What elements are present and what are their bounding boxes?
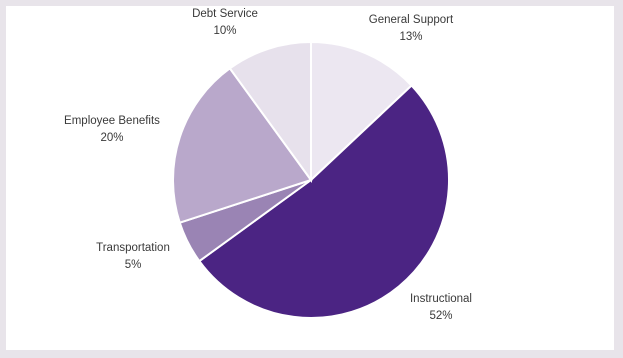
slice-value-instructional: 52% bbox=[429, 310, 452, 322]
slice-value-debt-service: 10% bbox=[213, 25, 236, 37]
pie-slice-instructional bbox=[197, 84, 451, 319]
slice-value-transportation: 5% bbox=[125, 259, 142, 271]
pie-slice-general-support bbox=[310, 40, 414, 183]
slice-label-transportation: Transportation bbox=[96, 242, 170, 254]
slice-label-debt-service: Debt Service bbox=[192, 8, 258, 20]
slice-label-employee-benefits: Employee Benefits bbox=[64, 115, 160, 127]
slice-value-employee-benefits: 20% bbox=[100, 132, 123, 144]
pie-slices bbox=[172, 40, 451, 319]
slice-label-general-support: General Support bbox=[369, 14, 454, 26]
slice-label-instructional: Instructional bbox=[410, 293, 472, 305]
pie-slice-debt-service bbox=[228, 40, 312, 184]
pie-slice-employee-benefits bbox=[172, 66, 313, 224]
slice-value-general-support: 13% bbox=[399, 31, 422, 43]
